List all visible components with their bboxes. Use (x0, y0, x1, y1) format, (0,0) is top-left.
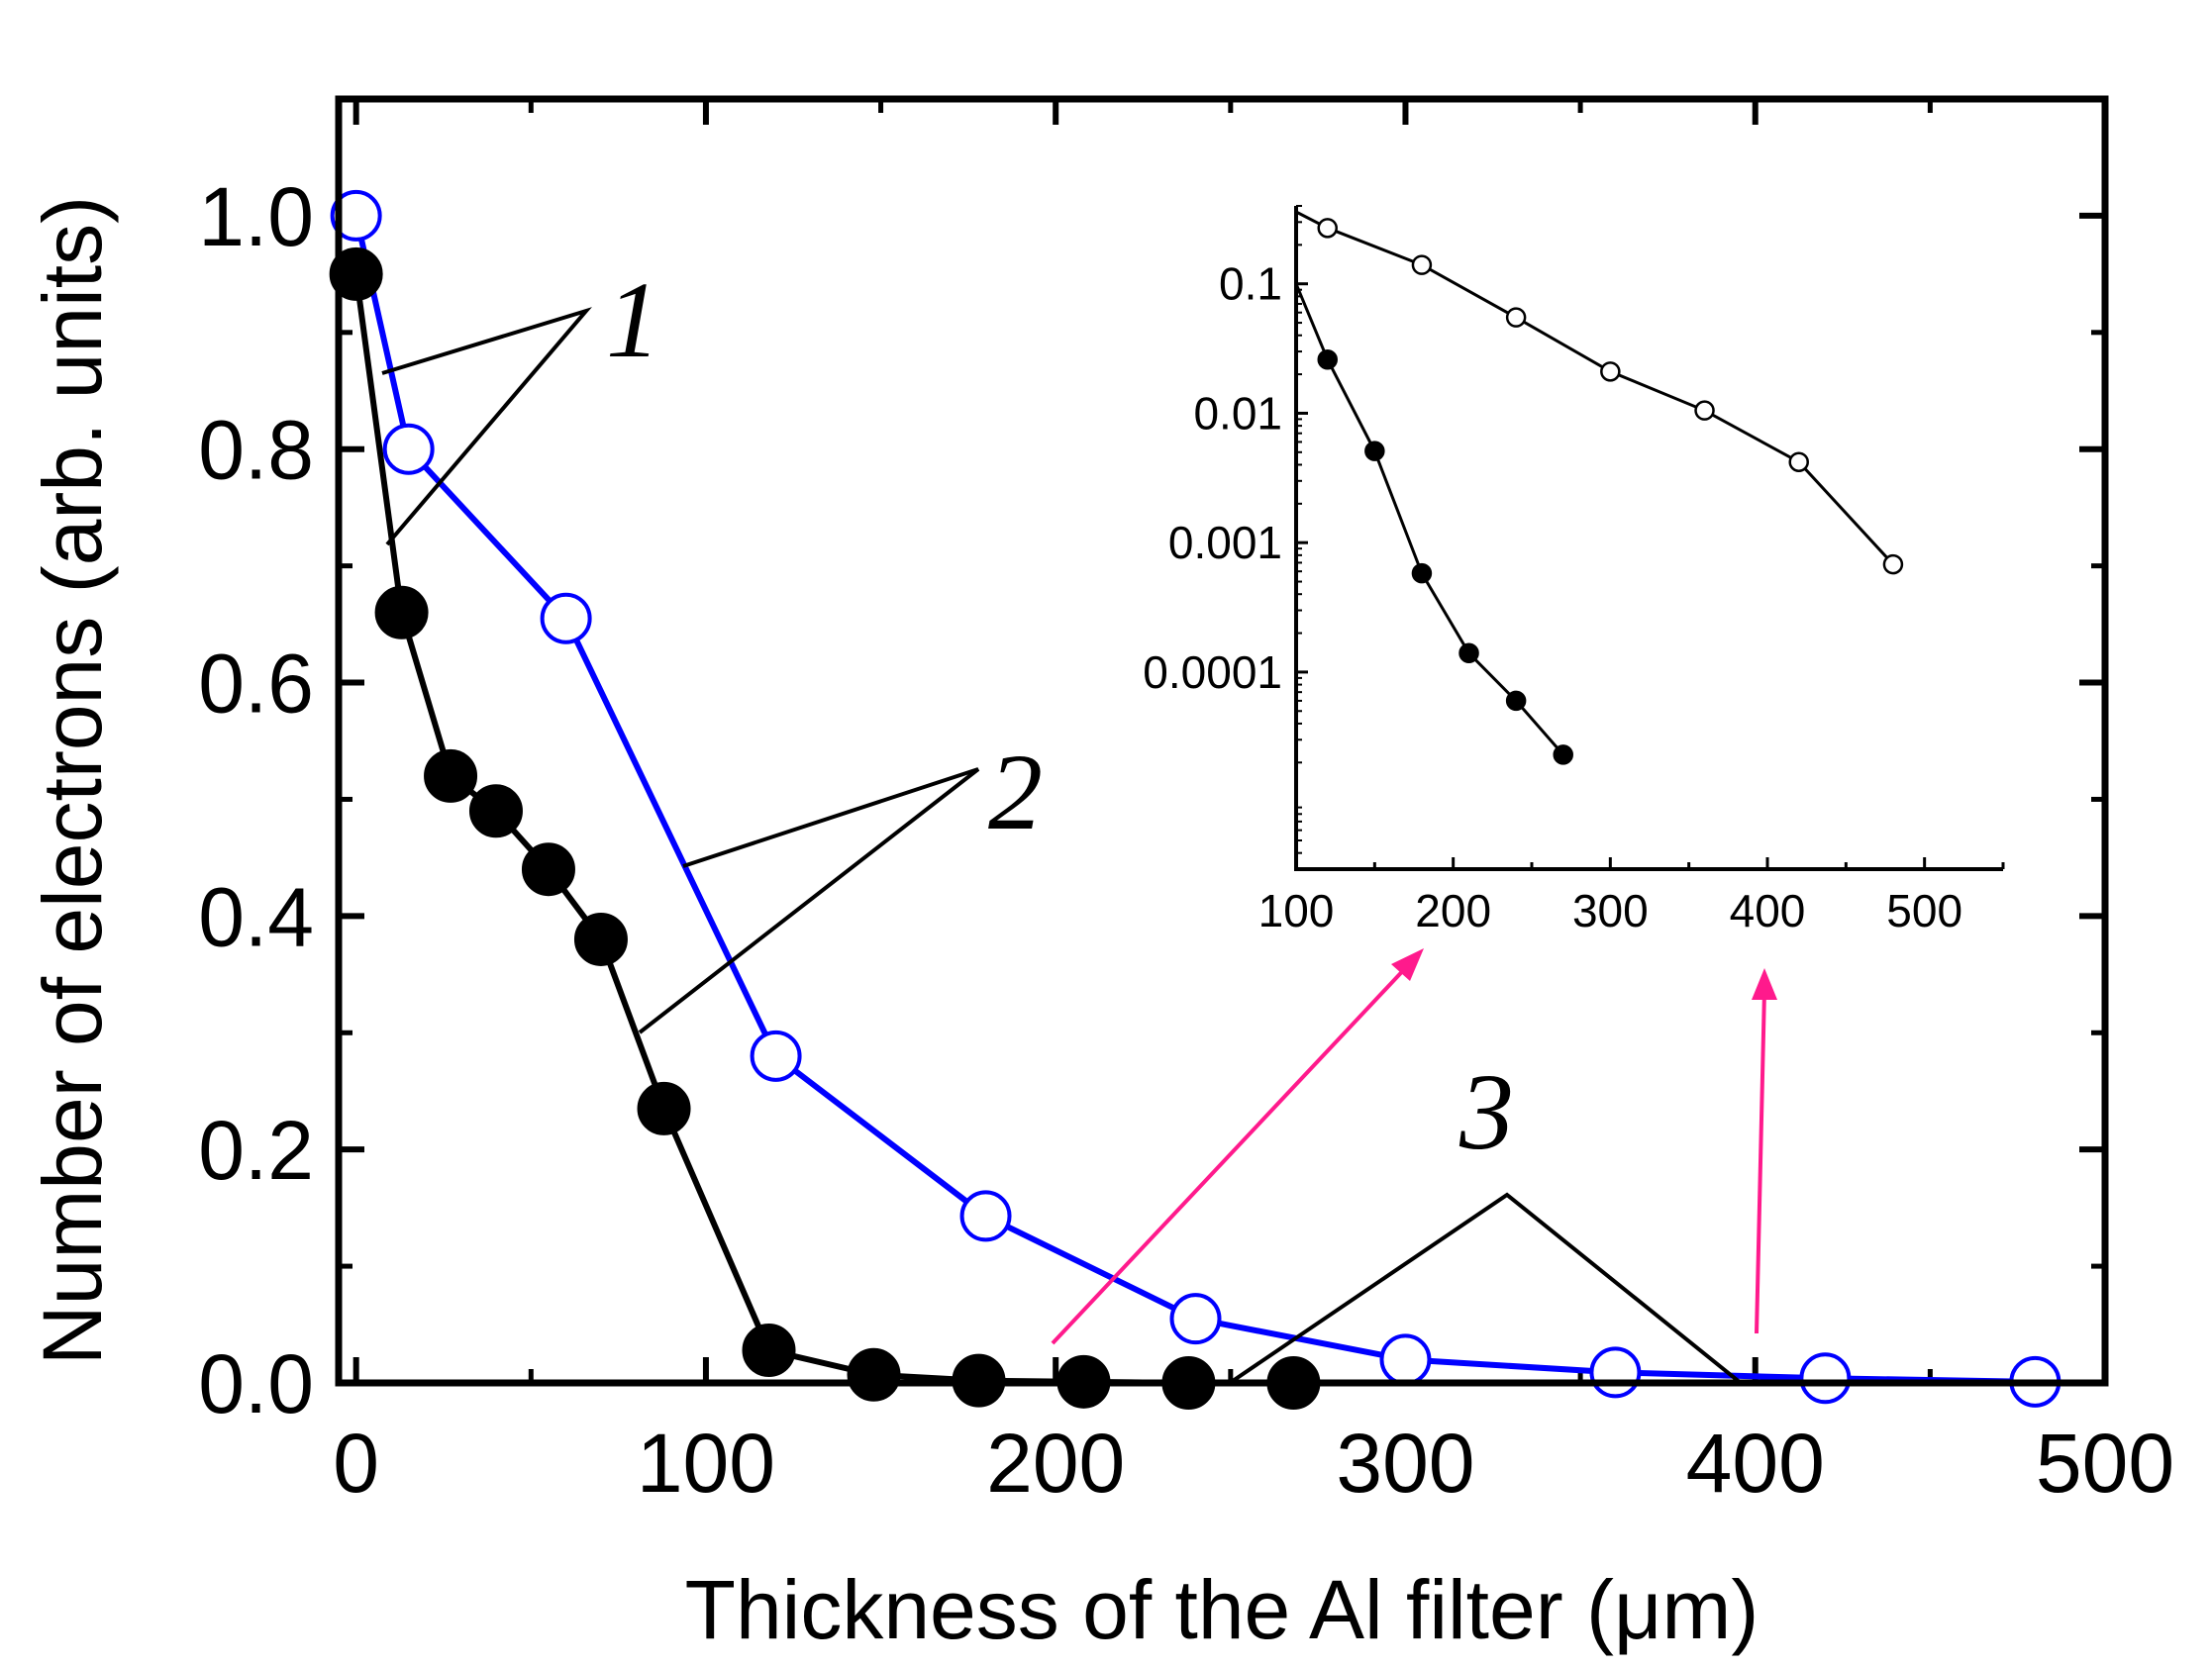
arrow-to-inset-200 (1051, 948, 1424, 1345)
arrow-to-inset-400 (1752, 968, 1777, 1334)
series-line (352, 215, 2036, 1385)
inset-y-tick-label: 0.01 (1193, 387, 1282, 439)
inset-series (1294, 210, 1904, 765)
inset-background (1292, 206, 2003, 869)
annotation-1-leader (381, 307, 592, 546)
y-tick-label: 0.6 (198, 638, 314, 731)
filled-circle-point (637, 1081, 691, 1135)
y-tick-label: 0.0 (198, 1337, 314, 1430)
open-circle-point (330, 189, 382, 242)
x-tick-label: 0 (333, 1417, 379, 1510)
inset-open-circle-point (1411, 254, 1433, 275)
open-circle-point (959, 1190, 1012, 1242)
filled-circle-point (329, 246, 383, 301)
inset-axes (1294, 206, 2003, 871)
inset-open-circle-point (1788, 451, 1809, 472)
x-tick-label: 400 (1686, 1417, 1825, 1510)
open-circle-point (1379, 1333, 1432, 1386)
open-circle-point (750, 1030, 802, 1082)
filled-circle-point (374, 585, 429, 639)
filled-circle-point (521, 842, 575, 897)
main-series (329, 189, 2061, 1410)
open-circle-point (1589, 1346, 1642, 1399)
filled-circle-point (573, 912, 628, 966)
filled-circle-point (424, 748, 478, 803)
inset-y-tick-label: 0.1 (1219, 258, 1282, 310)
main-plot-frame (335, 95, 2109, 1387)
open-circle-point (1799, 1352, 1852, 1405)
annotation-3-leader (1228, 1192, 1743, 1385)
inset-series-line-lead (1294, 283, 1330, 360)
open-circle-point (1169, 1293, 1222, 1345)
inset-open-circle-point (1505, 307, 1527, 328)
filled-circle-point (742, 1323, 796, 1377)
annotation-1-label: 1 (606, 259, 660, 380)
inset-x-tick-label: 300 (1572, 885, 1649, 936)
inset-filled-circle-point (1364, 441, 1385, 461)
y-tick-label: 0.8 (198, 404, 314, 497)
inset-filled-circle-point (1505, 690, 1527, 712)
y-tick-label: 1.0 (198, 170, 314, 263)
inset-x-tick-label: 100 (1258, 885, 1335, 936)
annotation-2-label: 2 (988, 732, 1043, 852)
inset-series-line (1326, 358, 1564, 756)
inset-x-tick-label: 400 (1730, 885, 1806, 936)
filled-circle-point (468, 784, 523, 838)
main-axis-ticks: 0 100 200 300 400 500 0.0 0.2 0.4 0.6 0.8 1.0 (198, 96, 2174, 1510)
inset-open-circle-point (1317, 218, 1338, 239)
annotation-3-label: 3 (1458, 1051, 1514, 1172)
x-tick-label: 100 (637, 1417, 775, 1510)
inset-filled-circle-point (1317, 348, 1338, 370)
inset-filled-circle-point (1553, 744, 1573, 765)
filled-circle-point (847, 1347, 901, 1402)
x-tick-label: 500 (2036, 1417, 2174, 1510)
inset-filled-circle-point (1458, 642, 1479, 664)
annotations: 1 2 3 (381, 259, 1777, 1385)
y-tick-label: 0.2 (198, 1104, 314, 1197)
y-axis-label: Number of electrons (arb. units) (26, 196, 119, 1365)
inset-y-tick-label: 0.001 (1168, 517, 1282, 568)
inset-open-circle-point (1600, 361, 1621, 382)
inset-open-circle-point (1694, 400, 1715, 421)
inset-y-tick-label: 0.0001 (1143, 646, 1282, 698)
inset-open-circle-point (1882, 553, 1904, 575)
open-circle-point (540, 592, 592, 644)
inset-filled-circle-point (1411, 562, 1433, 584)
inset-plot: 100 200 300 400 500 0.0001 0.001 0.01 0.1 (1143, 205, 2005, 936)
annotation-2-leader (638, 767, 980, 1034)
y-tick-label: 0.4 (198, 870, 314, 963)
main-plot: 0 100 200 300 400 500 0.0 0.2 0.4 0.6 0.8 1.0 Thick… (26, 95, 2174, 1656)
x-axis-label: Thickness of the Al filter (μm) (685, 1563, 1760, 1656)
open-circle-point (382, 423, 435, 475)
inset-x-tick-label: 200 (1415, 885, 1491, 936)
x-tick-label: 200 (986, 1417, 1125, 1510)
x-tick-label: 300 (1336, 1417, 1474, 1510)
inset-x-tick-label: 500 (1886, 885, 1962, 936)
